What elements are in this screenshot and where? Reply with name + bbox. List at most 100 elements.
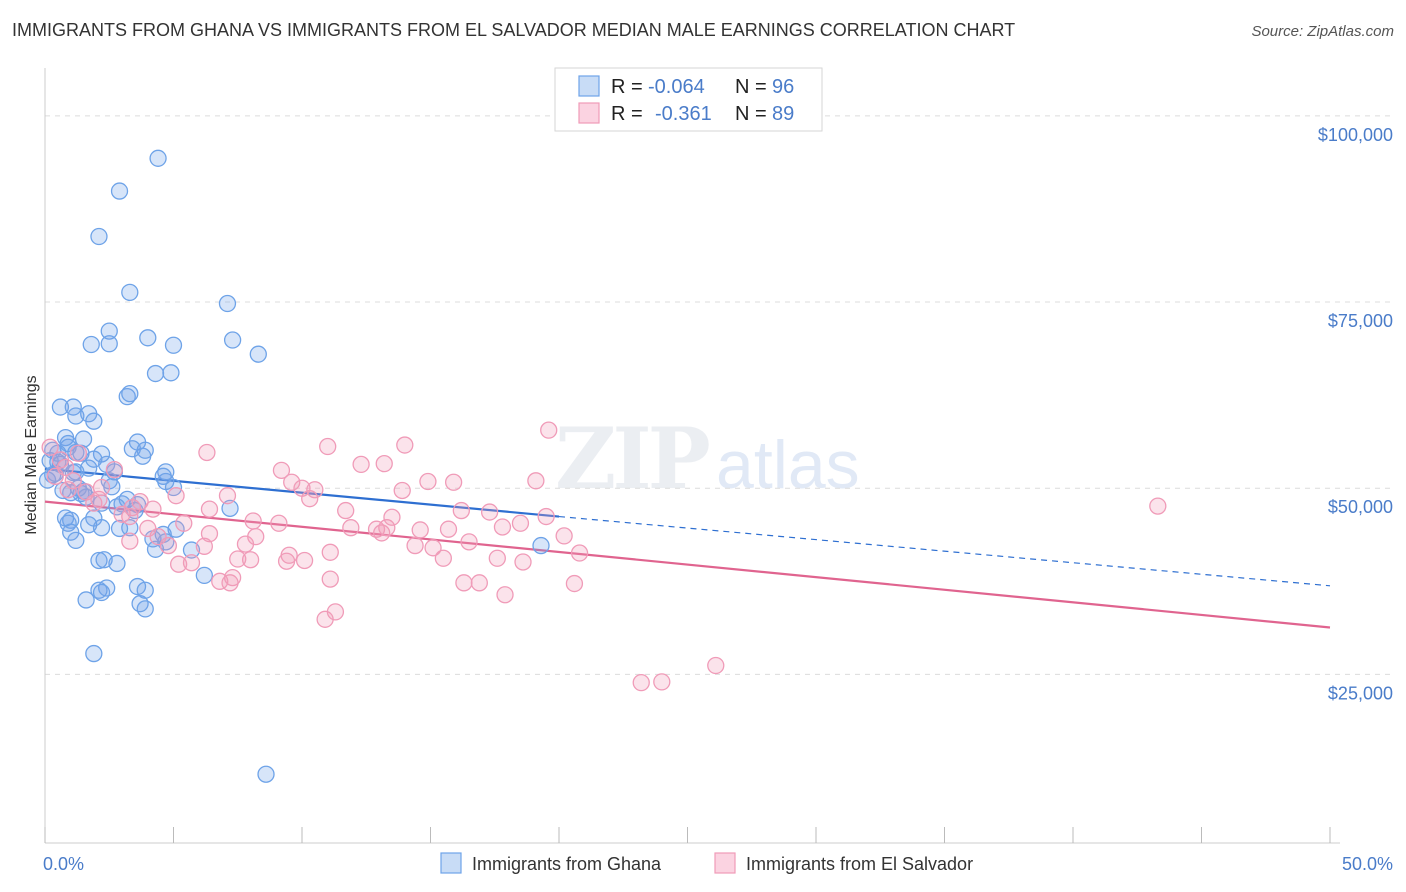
data-point [244, 512, 262, 530]
chart-title: IMMIGRANTS FROM GHANA VS IMMIGRANTS FROM… [12, 20, 1016, 40]
y-tick-labels: $100,000 $75,000 $50,000 $25,000 [1318, 125, 1393, 704]
trend-line-ghana [44, 467, 560, 518]
data-point [200, 500, 219, 518]
data-point [229, 550, 247, 568]
data-point [110, 182, 129, 200]
data-point [67, 531, 85, 550]
data-point [270, 514, 288, 532]
data-point [653, 673, 671, 691]
legend-swatch-el-salvador [578, 102, 600, 124]
data-point [195, 566, 213, 585]
data-point [406, 536, 424, 555]
data-points [38, 149, 1167, 783]
data-point [121, 283, 139, 302]
y-tick-label: $75,000 [1328, 311, 1393, 331]
data-point [64, 472, 82, 490]
data-point [136, 600, 154, 618]
x-tick-labels: 0.0% 50.0% [43, 854, 1393, 874]
legend-n-value-1: 96 [772, 76, 794, 98]
data-point [131, 595, 149, 613]
legend-series-el-salvador: Immigrants from El Salvador [746, 854, 973, 874]
data-point [110, 519, 129, 538]
data-point [565, 574, 584, 593]
data-point [570, 544, 589, 562]
legend-swatch-ghana [578, 75, 600, 97]
y-axis-label: Median Male Earnings [23, 375, 40, 534]
data-point [496, 586, 514, 604]
data-point [41, 438, 59, 456]
data-point [460, 533, 478, 551]
legend-series-ghana: Immigrants from Ghana [472, 854, 662, 874]
data-point [321, 543, 339, 561]
data-point [434, 549, 453, 567]
data-point [136, 441, 154, 459]
data-point [352, 455, 370, 474]
data-point [452, 501, 470, 520]
data-point [46, 467, 64, 485]
data-point [221, 499, 239, 517]
data-point [241, 551, 260, 569]
data-point [90, 227, 108, 246]
trend-line-el-salvador [44, 500, 1331, 629]
y-tick-label: $100,000 [1318, 125, 1393, 145]
data-point [92, 519, 111, 537]
legend-bottom-swatch-el-salvador [714, 852, 736, 874]
data-point [439, 520, 458, 538]
data-point [249, 345, 267, 363]
data-point [139, 329, 157, 347]
axes [44, 68, 1340, 844]
data-point [707, 656, 725, 675]
legend-n-label-1: N = [735, 76, 767, 98]
data-point [121, 532, 139, 550]
data-point [444, 473, 463, 491]
legend-bottom-swatch-ghana [440, 852, 462, 874]
data-point [85, 450, 103, 468]
data-point [537, 507, 555, 526]
data-point [540, 421, 558, 439]
data-point [223, 331, 242, 349]
x-tick-label: 50.0% [1342, 854, 1393, 874]
data-point [301, 490, 319, 508]
data-point [532, 536, 550, 555]
data-point [378, 519, 396, 537]
data-point [511, 514, 530, 532]
gridlines [45, 115, 1394, 675]
data-point [393, 481, 411, 500]
series-ghana-points [38, 149, 550, 783]
data-point [218, 294, 237, 313]
data-point [326, 603, 345, 621]
data-point [105, 460, 124, 479]
data-point [82, 335, 100, 354]
data-point [100, 322, 118, 340]
data-point [470, 574, 488, 592]
watermark-zip: ZIP [555, 409, 710, 508]
data-point [514, 553, 532, 571]
data-point [159, 536, 178, 555]
data-point [175, 514, 193, 532]
data-point [139, 519, 157, 538]
data-point [131, 492, 149, 511]
data-point [198, 443, 216, 462]
legend-n-value-2: 89 [772, 103, 794, 125]
data-point [632, 673, 650, 692]
data-point [108, 554, 126, 573]
data-point [144, 500, 162, 518]
data-point [272, 461, 291, 480]
data-point [373, 524, 391, 542]
trend-line-ghana-extension [558, 515, 1331, 587]
data-point [90, 581, 108, 599]
legend-r-label-2: R = [611, 103, 643, 125]
watermark-atlas: atlas [716, 427, 860, 503]
chart-source: Source: ZipAtlas.com [1251, 23, 1394, 40]
data-point [182, 554, 201, 572]
data-point [92, 583, 111, 602]
data-point [182, 541, 201, 559]
data-point [411, 521, 429, 539]
series-el-salvador-points [41, 421, 1167, 692]
legend-r-value-1: -0.064 [648, 76, 705, 98]
data-point [555, 527, 573, 545]
data-point [85, 412, 103, 430]
data-point [195, 537, 213, 555]
data-point [167, 487, 185, 505]
